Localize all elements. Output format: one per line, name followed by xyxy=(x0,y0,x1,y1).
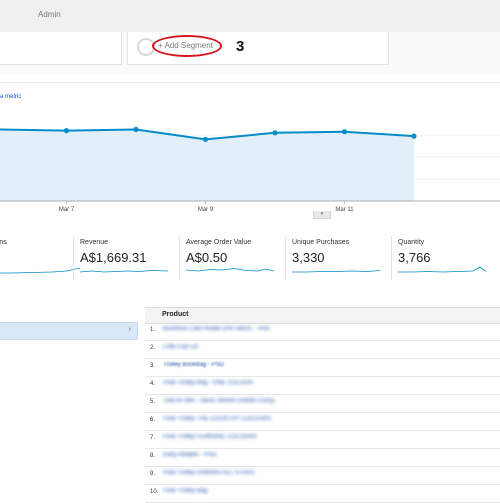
chart-collapse-handle[interactable]: ▾ xyxy=(313,211,331,219)
panel-divider xyxy=(137,322,138,339)
table-row: 8. Early Adopter - PSD xyxy=(145,449,500,467)
row-number: 2. xyxy=(150,345,156,351)
metric-tile-revenue[interactable]: Revenue A$1,669.31 xyxy=(74,236,178,280)
table-row: 5. Tote Air Bell - Oasis Stretch (Adults … xyxy=(145,395,500,413)
x-tick-label: Mar 9 xyxy=(198,207,214,213)
x-tick-label: Mar 7 xyxy=(59,207,75,213)
table-row: 9. Flow Trolley UNWIND ALL STARS xyxy=(145,467,500,485)
row-number: 7. xyxy=(150,435,156,441)
chart-point-mar-7[interactable] xyxy=(63,128,70,134)
table-row: 6. Flow Trolley THE COUNTRY COLOURS xyxy=(145,413,500,431)
annotation-step-number: 3 xyxy=(236,38,245,55)
chevron-right-icon: › xyxy=(128,326,131,333)
metric-label: Revenue xyxy=(80,239,109,246)
dimension-row-selected[interactable]: › xyxy=(0,322,137,340)
metric-value: 3,330 xyxy=(292,250,325,265)
row-number: 9. xyxy=(150,471,156,477)
column-header-product[interactable]: Product xyxy=(162,311,189,318)
chart-point-mar-12[interactable] xyxy=(411,133,417,139)
product-link[interactable]: Flow Trolley Bag - ONE COLOUR xyxy=(163,380,254,386)
table-row: 7. Flow Trolley FEMININE COLOURS xyxy=(145,431,500,449)
table-header: Product xyxy=(145,307,500,324)
metric-label: Quantity xyxy=(398,239,425,246)
metric-tile-quantity[interactable]: Quantity 3,766 xyxy=(392,236,500,280)
product-link[interactable]: Flow Trolley UNWIND ALL STARS xyxy=(163,470,255,476)
table-row: 1. Business Card Holder (Pin stitch) - TR… xyxy=(145,323,500,341)
select-metric-link[interactable]: a metric xyxy=(0,94,22,100)
chart-point-mar-9[interactable] xyxy=(202,136,209,142)
metric-tile-average-order-value[interactable]: Average Order Value A$0.50 xyxy=(180,236,284,280)
row-number: 6. xyxy=(150,417,156,423)
chart-point-mar-11[interactable] xyxy=(341,129,348,135)
row-number: 1. xyxy=(150,327,156,333)
metric-value: 3,766 xyxy=(398,250,431,265)
metric-tiles: tions 9 Revenue A$1,669.31 Average Order… xyxy=(0,236,500,280)
sparkline xyxy=(186,268,274,272)
metric-label: Unique Purchases xyxy=(292,239,350,246)
metric-label: Average Order Value xyxy=(186,239,252,246)
tile-divider xyxy=(179,236,180,280)
chart-point-mar-8[interactable] xyxy=(133,126,139,133)
metric-value: A$0.50 xyxy=(186,250,228,265)
chart-point-mar-10[interactable] xyxy=(272,130,278,136)
row-number: 10. xyxy=(150,489,159,495)
top-navigation-bar: Admin xyxy=(0,0,500,33)
product-link[interactable]: Business Card Holder (Pin stitch) - TRIX xyxy=(163,326,271,332)
admin-tab[interactable]: Admin xyxy=(38,10,61,19)
tile-divider xyxy=(391,236,392,280)
metric-value: A$1,669.31 xyxy=(80,250,147,265)
chart-area-fill xyxy=(0,129,414,201)
section-divider xyxy=(0,82,500,83)
tile-divider xyxy=(73,236,74,280)
sparkline xyxy=(292,270,380,273)
table-row: 2. Lolly Cup Lid xyxy=(145,341,500,359)
row-number: 5. xyxy=(150,399,156,405)
product-link[interactable]: Flow Trolley THE COUNTRY COLOURS xyxy=(163,416,272,422)
sparkline xyxy=(80,270,168,273)
table-row: 3. Trolley Bookbag - PSD xyxy=(145,359,500,377)
tile-divider xyxy=(285,236,286,280)
row-number: 4. xyxy=(150,381,156,387)
product-link[interactable]: Early Adopter - PSD xyxy=(163,452,217,458)
metric-tile-unique-purchases[interactable]: Unique Purchases 3,330 xyxy=(286,236,390,280)
explorer-table: › Product 1. Business Card Holder (Pin st… xyxy=(0,307,500,503)
row-number: 3. xyxy=(150,363,156,369)
sparkline xyxy=(398,266,486,273)
product-link[interactable]: Trolley Bookbag - PSD xyxy=(163,362,224,368)
annotation-highlight-ellipse xyxy=(152,35,222,57)
segment-slot-all-users[interactable] xyxy=(0,32,122,65)
product-link[interactable]: Flow Trolley Bag xyxy=(163,488,208,494)
row-number: 8. xyxy=(150,453,156,459)
product-link[interactable]: Tote Air Bell - Oasis Stretch (Adults Cu… xyxy=(163,398,275,404)
product-link[interactable]: Lolly Cup Lid xyxy=(163,344,198,350)
table-row: 4. Flow Trolley Bag - ONE COLOUR xyxy=(145,377,500,395)
x-tick-label: Mar 11 xyxy=(335,207,354,213)
sparkline xyxy=(0,267,80,274)
product-link[interactable]: Flow Trolley FEMININE COLOURS xyxy=(163,434,257,440)
metric-tile-transactions[interactable]: tions 9 xyxy=(0,236,80,280)
chevron-down-icon: ▾ xyxy=(320,211,324,217)
table-row: 10. Flow Trolley Bag xyxy=(145,485,500,503)
metric-label: tions xyxy=(0,239,7,246)
